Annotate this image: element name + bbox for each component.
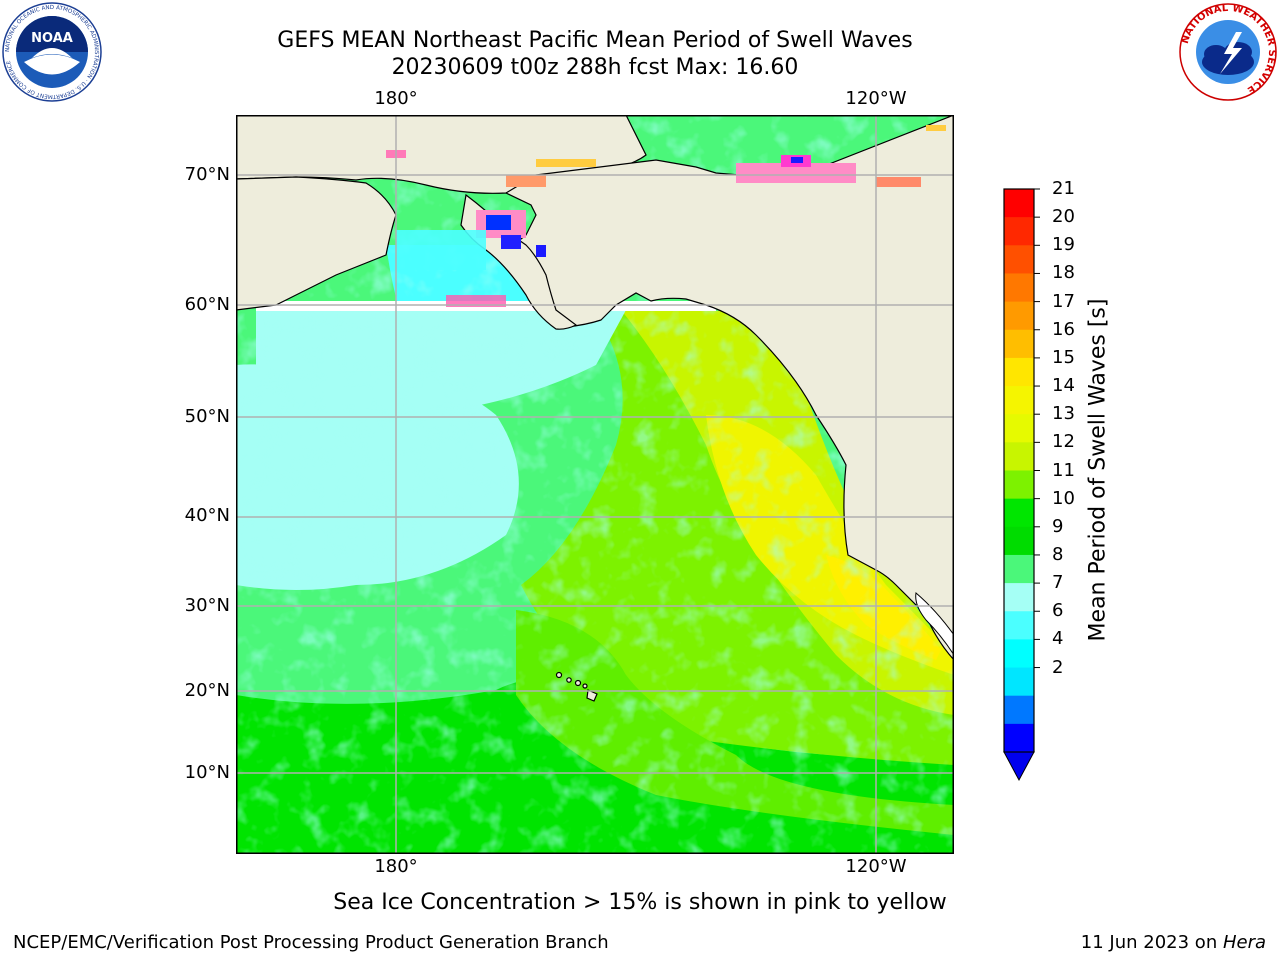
- colorbar-tick-label: 19: [1052, 234, 1075, 256]
- colorbar-tick-label: 16: [1052, 318, 1075, 340]
- lat-label-70n: 70°N: [184, 164, 230, 185]
- lon-label-top-120w: 120°W: [845, 88, 907, 109]
- colorbar-tick-label: 13: [1052, 403, 1075, 425]
- hawaii-islands: [555, 671, 598, 702]
- colorbar-tick-label: 10: [1052, 487, 1075, 509]
- map-subtitle: 20230609 t00z 288h fcst Max: 16.60: [391, 55, 799, 80]
- noaa-logo-text: NOAA: [31, 31, 73, 46]
- colorbar-tick-label: 6: [1052, 600, 1064, 622]
- lat-label-30n: 30°N: [184, 595, 230, 616]
- colorbar-segment: [1004, 526, 1034, 556]
- colorbar-segment: [1004, 611, 1034, 640]
- colorbar-tick-label: 8: [1052, 543, 1064, 565]
- colorbar-segment: [1004, 414, 1034, 443]
- sea-ice: [386, 125, 946, 307]
- noaa-logo: NATIONAL OCEANIC AND ATMOSPHERIC ADMINIS…: [2, 2, 102, 102]
- colorbar-segment: [1004, 245, 1034, 274]
- colorbar-segment: [1004, 470, 1034, 500]
- colorbar-tick-label: 11: [1052, 459, 1075, 481]
- colorbar-segment: [1004, 695, 1034, 725]
- colorbar-segment: [1004, 301, 1034, 331]
- map-title: GEFS MEAN Northeast Pacific Mean Period …: [277, 28, 913, 53]
- colorbar-segment: [1004, 357, 1034, 387]
- colorbar: [1003, 188, 1040, 782]
- footer-host: Hera: [1222, 932, 1266, 953]
- footer-credit: NCEP/EMC/Verification Post Processing Pr…: [13, 932, 609, 953]
- colorbar-tick-label: 9: [1052, 515, 1064, 537]
- colorbar-segment: [1004, 498, 1034, 528]
- colorbar-segment: [1004, 723, 1034, 753]
- colorbar-tick-label: 20: [1052, 206, 1075, 228]
- lat-label-40n: 40°N: [184, 505, 230, 526]
- colorbar-segment: [1004, 554, 1034, 584]
- colorbar-segment: [1004, 273, 1034, 303]
- sea-ice-note: Sea Ice Concentration > 15% is shown in …: [333, 890, 947, 915]
- colorbar-segment: [1004, 639, 1034, 669]
- colorbar-tick-label: 21: [1052, 178, 1075, 199]
- colorbar-segment: [1004, 217, 1034, 246]
- lat-label-10n: 10°N: [184, 762, 230, 783]
- footer-date-text: 11 Jun 2023 on: [1080, 932, 1223, 953]
- swell-period-map: [236, 115, 954, 854]
- colorbar-segment: [1004, 189, 1034, 218]
- colorbar-tick-label: 2: [1052, 656, 1064, 678]
- colorbar-tick-label: 12: [1052, 431, 1075, 453]
- colorbar-tick-label: 18: [1052, 262, 1075, 284]
- colorbar-segment: [1004, 583, 1034, 612]
- graticule: [236, 115, 954, 854]
- colorbar-tick-label: 14: [1052, 375, 1075, 397]
- nws-logo: NATIONAL WEATHER SERVICE: [1179, 3, 1277, 101]
- land-alaska: [504, 115, 954, 854]
- colorbar-tick-label: 15: [1052, 346, 1075, 368]
- lat-label-20n: 20°N: [184, 680, 230, 701]
- footer-date: 11 Jun 2023 on Hera: [1081, 932, 1266, 953]
- colorbar-segment: [1004, 386, 1034, 415]
- lon-label-top-180: 180°: [374, 88, 418, 109]
- colorbar-extend-arrow: [1003, 751, 1035, 782]
- colorbar-tick-label: 4: [1052, 628, 1064, 650]
- lat-label-60n: 60°N: [184, 294, 230, 315]
- lon-label-bottom-180: 180°: [374, 856, 418, 877]
- colorbar-segment: [1004, 329, 1034, 359]
- colorbar-tick-label: 7: [1052, 572, 1064, 594]
- colorbar-tick-label: 17: [1052, 290, 1075, 312]
- colorbar-title: Mean Period of Swell Waves [s]: [1085, 298, 1111, 642]
- lat-label-50n: 50°N: [184, 406, 230, 427]
- lon-label-bottom-120w: 120°W: [845, 856, 907, 877]
- colorbar-segment: [1004, 442, 1034, 471]
- colorbar-segment: [1004, 667, 1034, 697]
